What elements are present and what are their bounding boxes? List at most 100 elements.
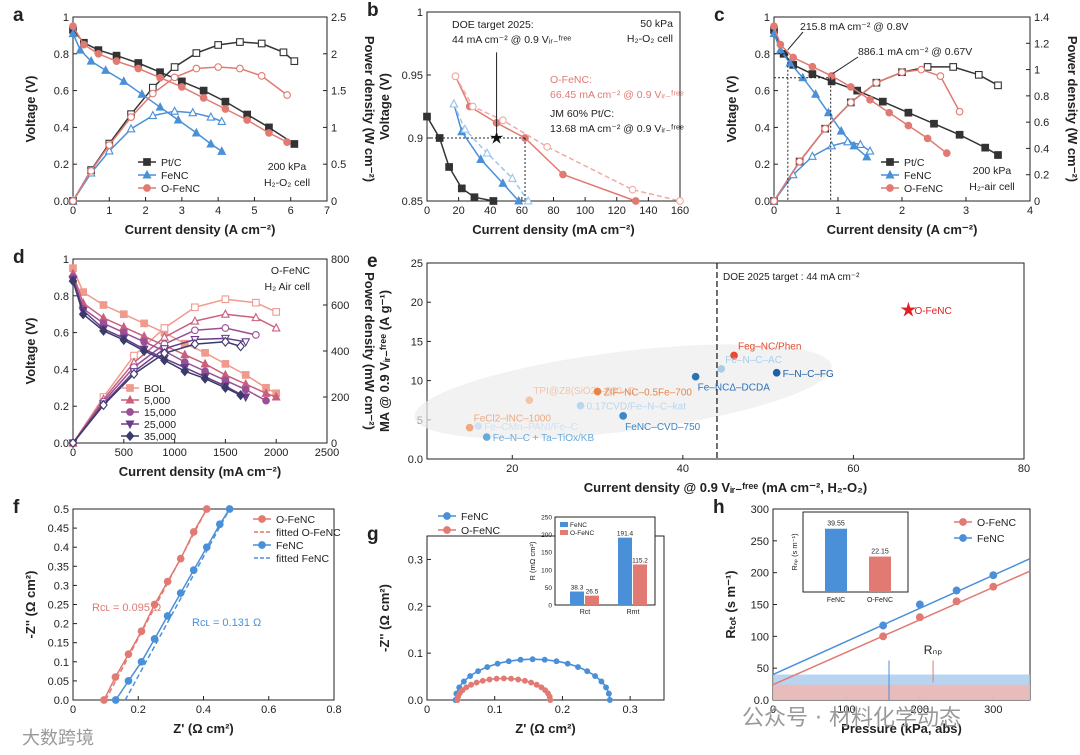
panel-b-xtick-label: 20 bbox=[453, 205, 465, 217]
panel-a-xtick-label: 5 bbox=[251, 205, 257, 217]
panel-c-y2tick-label: 1 bbox=[1034, 65, 1040, 77]
panel-c-ytick-label: 0.4 bbox=[755, 122, 770, 134]
point-a-4 bbox=[178, 83, 186, 91]
point-a-5 bbox=[105, 141, 114, 149]
arc-point-0 bbox=[564, 660, 571, 667]
scatter-label-3: F–N–C–FG bbox=[783, 369, 834, 380]
point-c-5 bbox=[770, 197, 778, 205]
panel-c-ylabel: Voltage (V) bbox=[724, 76, 739, 143]
point-a-0 bbox=[199, 86, 208, 95]
point-a-1 bbox=[192, 49, 201, 57]
point-a-0 bbox=[221, 97, 230, 106]
panel-c-y2tick-label: 0.6 bbox=[1034, 117, 1049, 129]
point-d-7 bbox=[241, 338, 251, 347]
point-d-5 bbox=[221, 324, 230, 332]
panel-h-ylabel: Rₜₒₜ (s m⁻¹) bbox=[723, 570, 738, 638]
point-d-9 bbox=[221, 336, 230, 347]
panel-h-ytick-label: 0.0 bbox=[754, 695, 769, 707]
point-a-1 bbox=[257, 39, 266, 48]
scatter-point-0 bbox=[900, 301, 917, 317]
panel-e-ytick-label: 15 bbox=[411, 336, 423, 348]
point-a-5 bbox=[192, 64, 201, 73]
annotation-c-pressure: 200 kPa bbox=[973, 165, 1012, 177]
point-a-4 bbox=[94, 49, 103, 58]
inset-g-ytick: 150 bbox=[541, 550, 552, 557]
inset-g-bar-1-0 bbox=[618, 537, 632, 605]
panel-g-ytick-label: 0.1 bbox=[408, 648, 423, 660]
panel-c-ytick-label: 0.8 bbox=[755, 49, 770, 61]
panel-a-xtick-label: 3 bbox=[179, 205, 185, 217]
panel-d-ytick-label: 0.0 bbox=[54, 438, 69, 450]
point-d-0 bbox=[201, 348, 209, 357]
point-c-4 bbox=[770, 22, 778, 31]
point-c-5 bbox=[795, 157, 804, 166]
point-c-2 bbox=[862, 151, 872, 161]
point-c-4 bbox=[942, 149, 951, 158]
point-b-3 bbox=[559, 170, 567, 179]
legend-marker-h bbox=[959, 534, 967, 542]
panel-g-xtick-label: 0 bbox=[424, 704, 430, 716]
point-c-3 bbox=[827, 140, 837, 150]
scatter-label-2: Fe–N–C–AC bbox=[725, 355, 782, 366]
point-a-2 bbox=[206, 138, 216, 148]
inset-g-category: Rct bbox=[580, 609, 591, 616]
arc-point-0 bbox=[467, 673, 474, 679]
series-line-d-6 bbox=[72, 278, 247, 398]
panel-b-xtick-label: 40 bbox=[484, 205, 496, 217]
point-c-2 bbox=[836, 125, 846, 135]
point-a-1 bbox=[170, 63, 179, 71]
point-a-0 bbox=[290, 140, 299, 148]
callout-c-2-line bbox=[832, 56, 859, 75]
arc-point-0 bbox=[605, 690, 612, 697]
panel-f-ytick-label: 0.2 bbox=[54, 619, 69, 631]
panel-c-y2tick-label: 0.4 bbox=[1034, 143, 1049, 155]
panel-b-label: b bbox=[367, 0, 379, 21]
panel-f-xtick-label: 0.8 bbox=[326, 704, 341, 716]
panel-b-ylabel: Voltage (V) bbox=[377, 73, 392, 140]
point-c-5 bbox=[846, 98, 855, 107]
panel-e-ytick-label: 25 bbox=[411, 258, 423, 270]
point-d-8 bbox=[119, 334, 129, 346]
panel-f-ytick-label: 0.5 bbox=[54, 504, 69, 516]
panel-a-y2tick-label: 0.5 bbox=[331, 159, 346, 171]
scatter-label-10: Fe–CMn–PANI/Fe–C bbox=[484, 422, 578, 433]
arc-point-0 bbox=[603, 684, 610, 691]
point-b-0 bbox=[457, 184, 466, 193]
scatter-label-0: O-FeNC bbox=[914, 306, 951, 317]
point-a-4 bbox=[112, 57, 121, 66]
scatter-point-10 bbox=[474, 422, 483, 430]
point-c-3 bbox=[807, 151, 817, 160]
scatter-label-6: FeCl2–INC–1000 bbox=[474, 414, 552, 425]
point-a-2 bbox=[86, 56, 96, 65]
panel-a-frame bbox=[72, 16, 328, 202]
point-c-0 bbox=[878, 97, 887, 106]
point-a-2 bbox=[75, 44, 85, 54]
legend-marker-d bbox=[125, 420, 135, 430]
region-label-rnp: Rₙₚ bbox=[924, 643, 943, 657]
arc-point-0 bbox=[598, 678, 605, 685]
annotation-b-doe-value: 44 mA cm⁻² @ 0.9 Vᵢᵣ₋ᶠʳᵉᵉ bbox=[452, 34, 571, 46]
point-a-3 bbox=[206, 111, 216, 121]
legend-marker-a bbox=[142, 169, 152, 179]
inset-h-category-0: FeNC bbox=[827, 597, 845, 604]
arc-point-1 bbox=[468, 681, 475, 688]
annotation-d-sample: O-FeNC bbox=[271, 265, 311, 277]
panel-h-xtick-label: 100 bbox=[837, 704, 855, 716]
annotation-c-cell: H₂-air cell bbox=[969, 181, 1015, 193]
point-a-5 bbox=[127, 113, 135, 121]
point-b-0 bbox=[489, 197, 498, 205]
point-f-2 bbox=[137, 657, 146, 666]
panel-b-xtick-label: 60 bbox=[516, 205, 528, 217]
point-c-5 bbox=[821, 124, 830, 133]
cluster-background bbox=[414, 344, 832, 439]
panel-a-y2label: Power density (W cm⁻²) bbox=[362, 36, 377, 182]
annotation-b-jm-title: JM 60% Pt/C: bbox=[550, 108, 614, 120]
point-c-4 bbox=[789, 53, 798, 62]
h-point-0 bbox=[989, 582, 998, 591]
point-a-2 bbox=[119, 76, 129, 85]
point-f-2 bbox=[111, 696, 120, 704]
panel-e-ytick-label: 10 bbox=[411, 376, 423, 388]
callout-c-1-line bbox=[787, 31, 804, 51]
panel-f-xtick-label: 0.6 bbox=[261, 704, 276, 716]
panel-d-xtick-label: 2000 bbox=[264, 447, 288, 459]
